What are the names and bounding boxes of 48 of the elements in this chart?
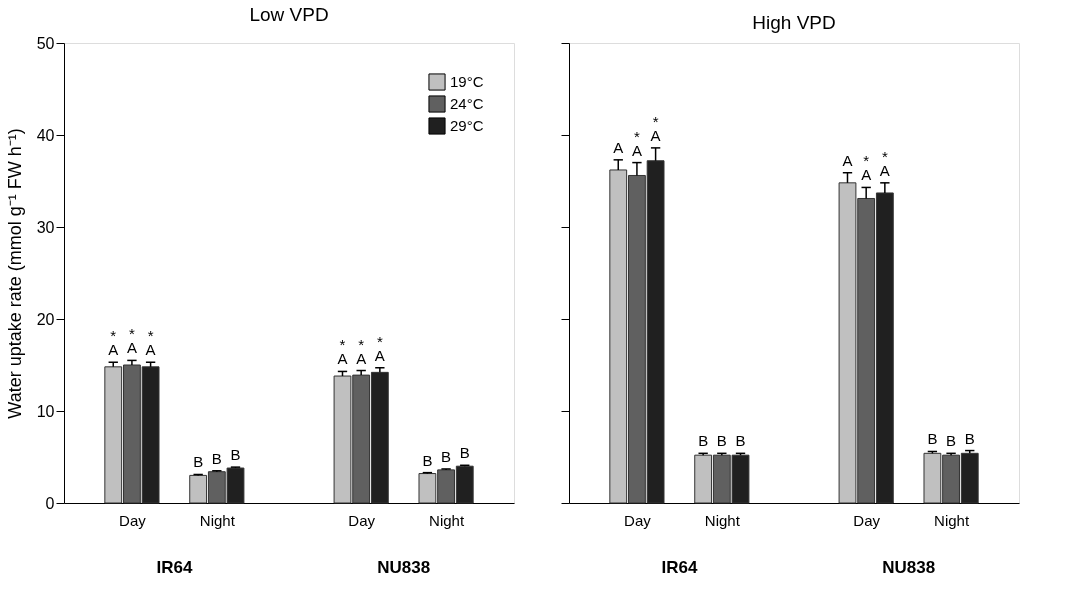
text: * A (861, 152, 872, 184)
data-label: B (964, 429, 975, 447)
data-label: B (193, 453, 204, 471)
x-tick-label: Night (704, 511, 741, 529)
text: * A (879, 147, 890, 179)
data-label: A (842, 151, 853, 169)
text: NU838 (882, 558, 936, 577)
y-tick-label: 50 (36, 34, 55, 52)
y-tick-label: 0 (45, 494, 55, 512)
data-label: B (946, 432, 957, 450)
chart-title: Low VPD (249, 4, 329, 25)
text: NU838 (377, 558, 431, 577)
chart-title: High VPD (752, 11, 836, 33)
text: * A (108, 327, 119, 359)
text: * A (374, 332, 385, 364)
data-label: B (735, 432, 746, 450)
text: * A (337, 336, 348, 368)
data-label: B (422, 451, 433, 469)
text: * A (650, 112, 661, 144)
y-tick-label: 40 (36, 126, 55, 144)
text: * A (631, 127, 642, 159)
data-label: A (613, 138, 624, 156)
data-label: B (441, 447, 452, 465)
x-tick-label: Day (119, 511, 147, 529)
y-tick-label: 30 (36, 218, 55, 236)
x-tick-label: Night (934, 511, 970, 529)
text: IR64 (156, 558, 193, 577)
data-label: B (211, 449, 222, 467)
legend-label: 29°C (450, 117, 484, 134)
x-tick-label: Night (199, 511, 236, 529)
data-label: B (716, 432, 727, 450)
legend-label: 19°C (450, 73, 484, 90)
data-label: B (927, 430, 938, 448)
x-tick-label: Day (624, 511, 652, 529)
text: * A (356, 335, 367, 367)
data-label: B (698, 432, 709, 450)
y-tick-label: 10 (36, 402, 55, 420)
text: * A (145, 327, 156, 359)
text: IR64 (661, 558, 698, 577)
legend-label: 24°C (450, 95, 484, 112)
y-tick-label: 20 (36, 310, 55, 328)
x-tick-label: Day (348, 511, 376, 529)
x-tick-label: Night (429, 511, 465, 529)
data-label: B (230, 446, 241, 464)
data-label: B (459, 444, 470, 462)
y-axis-title: Water uptake rate (mmol g⁻¹ FW h⁻¹) (4, 128, 25, 419)
text: * A (126, 325, 137, 357)
x-tick-label: Day (853, 511, 881, 529)
